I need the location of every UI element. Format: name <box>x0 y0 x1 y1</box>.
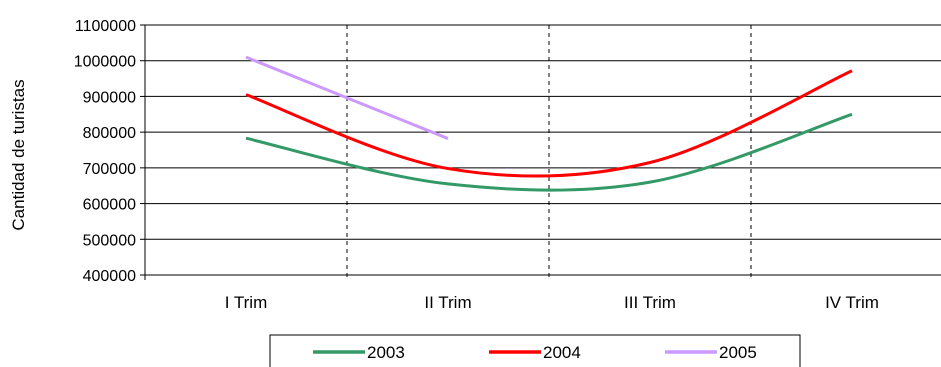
x-tick-label: IV Trim <box>825 293 879 312</box>
y-tick-label: 1100000 <box>75 18 136 35</box>
series-lines <box>245 55 853 192</box>
y-tick-label: 400000 <box>83 268 136 285</box>
y-tick-label: 900000 <box>83 89 136 106</box>
x-tick-label: I Trim <box>225 293 268 312</box>
y-axis-label: Cantidad de turistas <box>9 79 28 230</box>
horizontal-gridlines <box>145 24 941 276</box>
series-line-2003 <box>245 112 853 192</box>
series-line-2005 <box>245 55 449 140</box>
y-tick-label: 600000 <box>83 197 136 214</box>
y-tick-label: 1000000 <box>74 54 136 71</box>
x-tick-label: III Trim <box>624 293 676 312</box>
axes <box>140 24 941 280</box>
y-tick-label: 500000 <box>83 232 136 249</box>
legend-label-2003: 2003 <box>367 343 405 362</box>
legend: 2003 2004 2005 <box>269 334 801 367</box>
series-line-2004 <box>245 69 853 178</box>
y-tick-label: 700000 <box>83 161 136 178</box>
legend-label-2004: 2004 <box>543 343 581 362</box>
x-tick-labels: I Trim II Trim III Trim IV Trim <box>225 293 879 312</box>
category-separators <box>346 25 752 280</box>
x-tick-label: II Trim <box>424 293 471 312</box>
y-tick-labels: 400000 500000 600000 700000 800000 900000 1000… <box>74 18 136 285</box>
legend-label-2005: 2005 <box>719 343 757 362</box>
y-tick-label: 800000 <box>83 125 136 142</box>
